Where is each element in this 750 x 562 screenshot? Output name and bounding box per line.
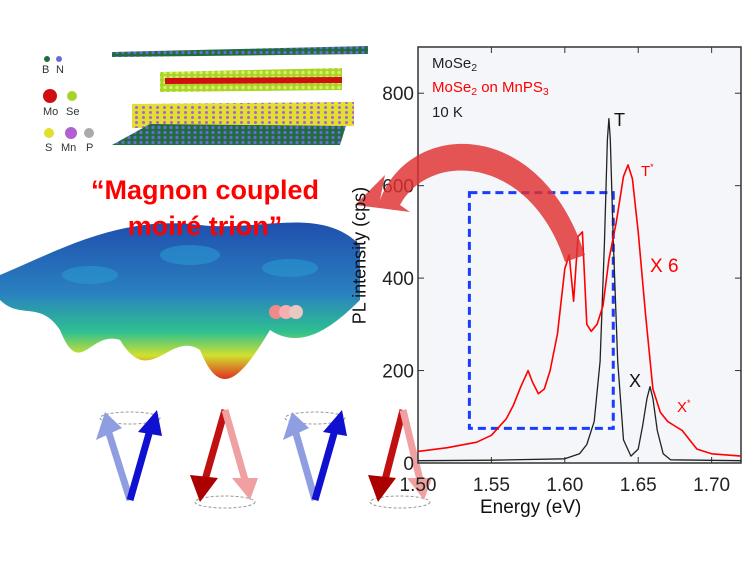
- peak-label-t-star: T*: [641, 162, 654, 180]
- peak-label-t: T: [614, 110, 625, 130]
- legend-label: MoSe: [432, 79, 472, 96]
- x-tick-label: 1.60: [546, 475, 583, 496]
- legend-subscript: 2: [471, 86, 478, 98]
- spin-pair-blue: [283, 410, 347, 501]
- molybdenum-atom-icon: [43, 89, 57, 103]
- star-superscript: *: [687, 398, 691, 408]
- legend-mose2: MoSe2: [432, 55, 477, 74]
- spin-pair-red: [190, 409, 258, 509]
- scale-factor-label: X 6: [650, 256, 679, 277]
- x-tick-label: 1.55: [473, 475, 510, 496]
- atom-label-se: Se: [66, 106, 80, 118]
- legend-temperature: 10 K: [432, 104, 463, 121]
- atom-label-mn: Mn: [61, 142, 77, 154]
- series-line-mose2-on-mnps3: [417, 164, 742, 457]
- peak-label-x: X: [629, 371, 642, 391]
- x-tick-label: 1.70: [693, 475, 730, 496]
- phosphorus-atom-icon: [84, 128, 94, 138]
- series-line-mose2: [417, 117, 742, 462]
- x-axis-label: Energy (eV): [480, 497, 582, 518]
- figure-title-line-2: moiré trion”: [127, 211, 283, 241]
- heterostructure-layers: [112, 46, 368, 145]
- hbn-top-layer: [112, 46, 368, 57]
- legend-mose2-on-mnps3: MoSe2 on MnPS3: [432, 79, 549, 98]
- atom-legend-icons: [43, 56, 94, 139]
- y-tick-label: 0: [403, 454, 414, 475]
- x-tick-label: 1.50: [400, 475, 437, 496]
- atom-label-mo: Mo: [43, 106, 59, 118]
- star-superscript: *: [650, 162, 654, 172]
- atom-label-p: P: [86, 142, 94, 154]
- legend-subscript: 3: [542, 86, 549, 98]
- trion-particle: [269, 305, 283, 319]
- selenium-atom-icon: [67, 91, 77, 101]
- legend-subscript: 2: [471, 62, 478, 74]
- magnon-spin-arrows: [96, 409, 432, 509]
- mnps3-layer: [132, 102, 354, 128]
- atom-label-s: S: [45, 142, 53, 154]
- y-tick-label: 600: [382, 177, 414, 198]
- trion-particle: [279, 305, 293, 319]
- hbn-bottom-layer: [112, 124, 346, 145]
- peak-label-x-star: X*: [677, 398, 691, 416]
- figure-title-line-1: “Magnon coupled: [91, 175, 319, 205]
- x-tick-label: 1.65: [620, 475, 657, 496]
- moire-potential-surface: [0, 222, 360, 379]
- mo-plane: [165, 77, 342, 84]
- spin-pair-red: [368, 409, 432, 509]
- sulfur-atom-icon: [44, 128, 54, 138]
- legend-label-suffix: on MnPS: [477, 79, 543, 96]
- atom-label-n: N: [56, 64, 64, 76]
- peak-label-text: X: [677, 399, 688, 416]
- y-tick-label: 200: [382, 362, 414, 383]
- nitrogen-atom-icon: [56, 56, 62, 62]
- plot-area: [417, 46, 742, 464]
- y-tick-label: 800: [382, 84, 414, 105]
- atom-label-b: B: [42, 64, 50, 76]
- peak-label-text: T: [641, 163, 651, 180]
- y-axis-label: PL intensity (cps): [349, 186, 370, 325]
- y-tick-label: 400: [382, 269, 414, 290]
- manganese-atom-icon: [65, 127, 77, 139]
- spin-pair-blue: [96, 410, 162, 502]
- boron-atom-icon: [44, 56, 50, 62]
- trion-particle: [289, 305, 303, 319]
- legend-label: MoSe: [432, 55, 472, 72]
